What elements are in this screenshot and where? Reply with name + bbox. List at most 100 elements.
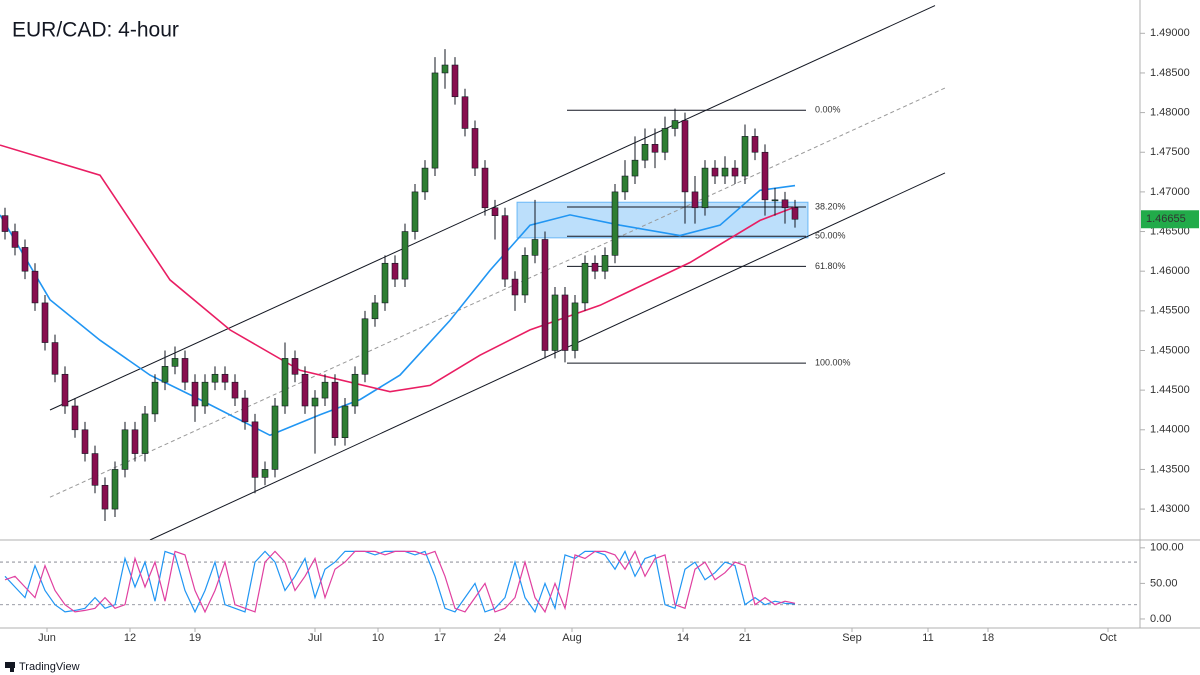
candle-body bbox=[71, 405, 79, 431]
candle-body bbox=[451, 64, 459, 98]
candle-body bbox=[81, 429, 89, 454]
chart-title: EUR/CAD: 4-hour bbox=[12, 19, 179, 42]
candle-body bbox=[161, 366, 169, 383]
moving-average bbox=[0, 184, 796, 437]
x-tick-label: 19 bbox=[189, 632, 201, 644]
candle-body bbox=[561, 294, 569, 351]
candle-body bbox=[101, 484, 109, 510]
logo bbox=[5, 662, 15, 672]
candle-body bbox=[441, 64, 449, 74]
candle-body bbox=[221, 373, 229, 383]
candle-body bbox=[401, 231, 409, 280]
fib-label: 100.00% bbox=[815, 358, 851, 368]
y-tick-label: 1.43000 bbox=[1150, 503, 1190, 515]
candle-body bbox=[91, 453, 99, 486]
candle-body bbox=[151, 381, 159, 415]
candle-body bbox=[571, 302, 579, 351]
candle-body bbox=[31, 270, 39, 304]
x-tick-label: 24 bbox=[494, 632, 506, 644]
candle-body bbox=[361, 318, 369, 375]
x-tick-label: 21 bbox=[739, 632, 751, 644]
moving-average bbox=[0, 144, 796, 393]
trendline bbox=[149, 172, 946, 540]
x-tick-label: 18 bbox=[982, 632, 994, 644]
candle-body bbox=[781, 199, 789, 209]
candle-body bbox=[731, 167, 739, 177]
candle-body bbox=[651, 144, 659, 153]
candle-body bbox=[691, 191, 699, 209]
candle-body bbox=[201, 381, 209, 407]
last-price-label: 1.46655 bbox=[1146, 213, 1186, 225]
y-tick-label: 1.47000 bbox=[1150, 186, 1190, 198]
y-tick-label: 1.46500 bbox=[1150, 225, 1190, 237]
y-tick-label: 1.48500 bbox=[1150, 67, 1190, 79]
y-tick-label: 0.00 bbox=[1150, 613, 1171, 625]
branding: TradingView bbox=[19, 661, 80, 673]
y-tick-label: 50.00 bbox=[1150, 577, 1178, 589]
y-tick-label: 1.49000 bbox=[1150, 27, 1190, 39]
candle-body bbox=[671, 120, 679, 129]
candle-body bbox=[371, 302, 379, 320]
y-tick-label: 100.00 bbox=[1150, 542, 1184, 554]
candle-body bbox=[411, 191, 419, 232]
candle-body bbox=[791, 207, 799, 220]
candle-body bbox=[241, 397, 249, 423]
candle-body bbox=[431, 72, 439, 169]
candle-body bbox=[51, 342, 59, 375]
candle-body bbox=[11, 231, 19, 248]
x-tick-label: 10 bbox=[372, 632, 384, 644]
candle-body bbox=[391, 262, 399, 280]
x-tick-label: Jul bbox=[308, 632, 322, 644]
y-tick-label: 1.45500 bbox=[1150, 305, 1190, 317]
candle-body bbox=[341, 405, 349, 439]
candle-body bbox=[21, 247, 29, 272]
candle-body bbox=[591, 262, 599, 272]
candle-body bbox=[41, 302, 49, 343]
logo-mark bbox=[10, 662, 14, 672]
y-tick-label: 1.44500 bbox=[1150, 384, 1190, 396]
candle-body bbox=[761, 151, 769, 201]
plot-area: 0.00% 38.20% 50.00% 61.80% 100.00% bbox=[0, 5, 946, 540]
candle-body bbox=[181, 358, 189, 383]
y-tick-label: 1.44000 bbox=[1150, 424, 1190, 436]
candle-body bbox=[581, 262, 589, 304]
fib-label: 38.20% bbox=[815, 201, 846, 211]
candle-body bbox=[291, 358, 299, 375]
candle-body bbox=[511, 278, 519, 296]
candle-body bbox=[751, 136, 759, 153]
candle-body bbox=[661, 128, 669, 153]
candle-body bbox=[711, 167, 719, 177]
candle-body bbox=[141, 413, 149, 454]
candle-body bbox=[121, 429, 129, 470]
candle-body bbox=[321, 381, 329, 399]
x-tick-label: Jun bbox=[38, 632, 56, 644]
x-tick-label: Aug bbox=[562, 632, 582, 644]
fib-label: 0.00% bbox=[815, 105, 841, 115]
candle-body bbox=[211, 373, 219, 383]
candle-body bbox=[641, 144, 649, 161]
candle-body bbox=[381, 262, 389, 304]
candle-body bbox=[471, 128, 479, 169]
candle-body bbox=[271, 405, 279, 470]
candle-body bbox=[501, 215, 509, 280]
x-tick-label: 11 bbox=[922, 632, 933, 644]
y-tick-label: 1.43500 bbox=[1150, 463, 1190, 475]
x-tick-label: Sep bbox=[842, 632, 862, 644]
candle-body bbox=[621, 175, 629, 193]
candle-body bbox=[131, 429, 139, 454]
candle-body bbox=[61, 373, 69, 407]
candle-body bbox=[611, 191, 619, 256]
candle-body bbox=[721, 167, 729, 177]
candle-body bbox=[531, 239, 539, 256]
candle-body bbox=[191, 381, 199, 407]
candle-body bbox=[311, 397, 319, 407]
y-tick-label: 1.46000 bbox=[1150, 265, 1190, 277]
candle-body bbox=[111, 469, 119, 510]
oscillator-line bbox=[4, 550, 796, 614]
candle-body bbox=[231, 381, 239, 399]
candle-body bbox=[741, 136, 749, 177]
candle-body bbox=[171, 358, 179, 367]
x-tick-label: 14 bbox=[677, 632, 689, 644]
